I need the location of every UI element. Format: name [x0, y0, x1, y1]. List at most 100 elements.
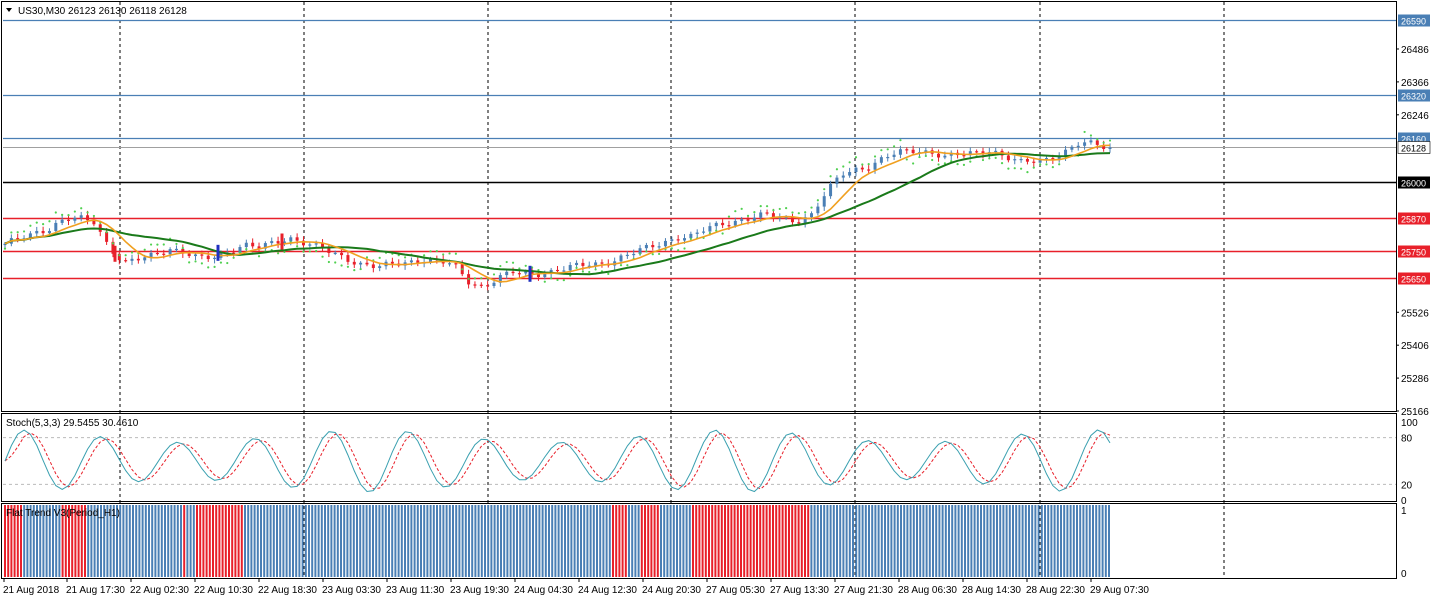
- psar-dot: [54, 211, 57, 214]
- flat-trend-bar: [1079, 505, 1082, 577]
- flat-trend-bar: [1050, 505, 1053, 577]
- flat-trend-bar: [573, 505, 576, 577]
- psar-dot: [10, 231, 13, 234]
- level-tag-label: 25650: [1401, 275, 1426, 285]
- flat-trend-bar: [244, 505, 246, 577]
- candle-body: [702, 231, 706, 233]
- psar-dot: [823, 188, 826, 191]
- triangle-down-icon[interactable]: [6, 8, 12, 12]
- psar-dot: [918, 155, 921, 159]
- flat-trend-bar: [308, 505, 310, 577]
- candle-body: [111, 241, 115, 254]
- x-tick-label: 21 Aug 2018: [3, 585, 60, 596]
- flat-trend-bar: [698, 505, 701, 577]
- psar-dot: [880, 149, 883, 152]
- candle-body: [625, 254, 629, 257]
- candle-body: [194, 254, 198, 257]
- flat-trend-bar: [845, 505, 848, 577]
- psar-dot: [327, 260, 330, 264]
- candle-body: [321, 243, 325, 249]
- flat-trend-bar: [154, 505, 157, 577]
- flat-trend-bar: [423, 505, 426, 577]
- psar-dot: [854, 156, 858, 159]
- flat-trend-bar: [996, 505, 998, 577]
- psar-dot: [626, 264, 629, 267]
- flat-trend-bar: [71, 505, 74, 577]
- candle-body: [333, 252, 337, 254]
- flat-trend-bar: [525, 505, 528, 577]
- flat-trend-bar: [935, 505, 938, 577]
- flat-trend-axis: 10: [1401, 506, 1407, 580]
- candle-body: [86, 215, 90, 221]
- vertical-grid: [119, 2, 1225, 578]
- candle-body: [1044, 158, 1048, 160]
- flat-trend-bar: [906, 505, 909, 577]
- candle-body: [638, 248, 642, 254]
- flat-trend-bar: [384, 505, 387, 577]
- psar-dot: [683, 247, 686, 250]
- flat-trend-bar: [823, 505, 826, 577]
- flat-trend-bar: [717, 505, 720, 577]
- psar-dot: [772, 209, 775, 212]
- candle-body: [105, 231, 109, 242]
- candle-body: [937, 153, 941, 158]
- psar-dot: [892, 145, 896, 148]
- flat-trend-bar: [112, 505, 115, 577]
- candle-body: [54, 222, 58, 231]
- flat-trend-bar: [1063, 505, 1066, 577]
- flat-trend-bar: [266, 505, 269, 577]
- flat-trend-bar: [1088, 505, 1091, 577]
- flat-trend-bar: [416, 505, 419, 577]
- x-tick-label: 21 Aug 17:30: [66, 585, 125, 596]
- flat-trend-bar: [663, 505, 666, 577]
- flat-trend-bar: [1085, 505, 1088, 577]
- flat-trend-bar: [692, 505, 694, 577]
- psar-dot: [981, 158, 985, 162]
- candle-body: [670, 239, 674, 241]
- flat-trend-bar: [93, 505, 96, 577]
- flat-trend-bar: [871, 505, 874, 577]
- flat-trend-bar: [756, 505, 758, 577]
- flat-trend-bar: [842, 505, 845, 577]
- psar-dot: [791, 211, 794, 214]
- flat-trend-bar: [954, 505, 957, 577]
- flat-trend-bar: [474, 505, 477, 577]
- flat-trend-bar: [109, 505, 112, 577]
- candle-body: [556, 269, 559, 272]
- psar-dot: [29, 224, 32, 227]
- flat-trend-bar: [160, 505, 163, 577]
- psar-dot: [67, 213, 70, 217]
- flat-trend-bar: [183, 505, 186, 577]
- level-tag: [1398, 212, 1430, 225]
- psar-dot: [378, 256, 381, 259]
- flat-trend-bar: [176, 505, 179, 577]
- flat-trend-bar: [1028, 505, 1030, 577]
- psar-dot: [346, 265, 350, 268]
- flat-trend-bar: [608, 505, 611, 577]
- psar-dot: [689, 237, 692, 240]
- psar-dot: [994, 156, 997, 159]
- flat-trend-bar: [557, 505, 560, 577]
- flat-trend-bar: [768, 505, 771, 577]
- symbol-title: US30,M30 26123 26130 26118 26128: [18, 6, 187, 17]
- flat-trend-bar: [858, 505, 861, 577]
- psar-dot: [530, 266, 534, 269]
- flat-trend-bar: [967, 505, 970, 577]
- psar-dot: [423, 254, 426, 257]
- candle-body: [1102, 144, 1106, 150]
- flat-trend-bar: [151, 505, 154, 577]
- flat-trend-bar: [477, 505, 480, 577]
- flat-trend-bar: [352, 505, 355, 577]
- x-tick-label: 28 Aug 06:30: [898, 585, 957, 596]
- flat-trend-bar: [58, 505, 61, 577]
- candle-body: [416, 260, 420, 263]
- flat-trend-bar: [922, 505, 925, 577]
- flat-trend-bar: [349, 505, 352, 577]
- stoch-axis: 100 80 20 0: [1401, 418, 1418, 507]
- candle-body: [486, 285, 490, 287]
- psar-dot: [42, 223, 45, 226]
- candle-body: [873, 162, 877, 170]
- candle-body: [73, 217, 77, 221]
- flat-trend-bar: [391, 505, 394, 577]
